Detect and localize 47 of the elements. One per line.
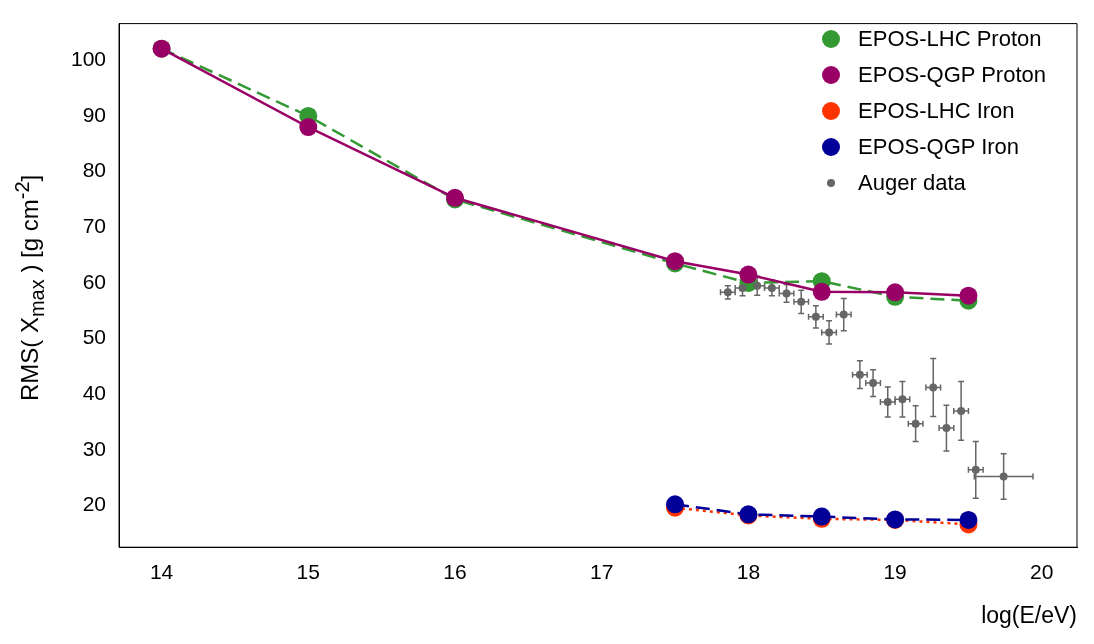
point	[886, 283, 905, 302]
point	[999, 472, 1008, 481]
point	[869, 379, 878, 388]
x-tick-label: 20	[1030, 559, 1054, 583]
y-tick-label: 30	[82, 436, 107, 460]
point	[855, 370, 864, 379]
x-tick-label: 14	[149, 559, 174, 583]
point	[723, 288, 732, 297]
point	[883, 397, 892, 406]
legend-label: EPOS-QGP Proton	[858, 62, 1046, 88]
point	[942, 424, 951, 433]
legend-label: Auger data	[858, 170, 966, 196]
y-tick-label: 70	[82, 214, 107, 238]
point	[738, 283, 747, 292]
point	[971, 465, 980, 474]
point	[797, 297, 806, 306]
x-tick-label: 16	[443, 559, 467, 583]
point	[898, 395, 907, 404]
point	[299, 118, 318, 137]
point	[957, 406, 966, 415]
point	[959, 510, 978, 529]
x-tick-label: 18	[736, 559, 761, 583]
point	[929, 383, 938, 392]
legend-label: EPOS-LHC Proton	[858, 26, 1042, 52]
x-tick-label: 17	[590, 559, 614, 583]
x-tick-label: 15	[296, 559, 320, 583]
point	[753, 281, 762, 290]
y-tick-label: 40	[82, 380, 107, 404]
x-axis-title: log(E/eV)	[981, 601, 1077, 628]
point	[782, 289, 791, 298]
point	[812, 282, 831, 301]
point	[839, 310, 848, 319]
point	[911, 419, 920, 428]
x-tick-label: 19	[883, 559, 907, 583]
y-tick-label: 90	[82, 102, 107, 126]
point	[739, 265, 758, 284]
point	[811, 312, 820, 321]
point	[825, 328, 834, 337]
legend-label: EPOS-QGP Iron	[858, 134, 1020, 160]
point	[767, 283, 776, 292]
y-tick-label: 100	[70, 47, 107, 71]
y-tick-label: 60	[82, 269, 107, 293]
y-tick-label: 20	[82, 492, 107, 516]
y-tick-label: 80	[82, 158, 107, 182]
y-tick-label: 50	[82, 325, 107, 349]
point	[959, 286, 978, 305]
legend-label: EPOS-LHC Iron	[858, 98, 1015, 124]
